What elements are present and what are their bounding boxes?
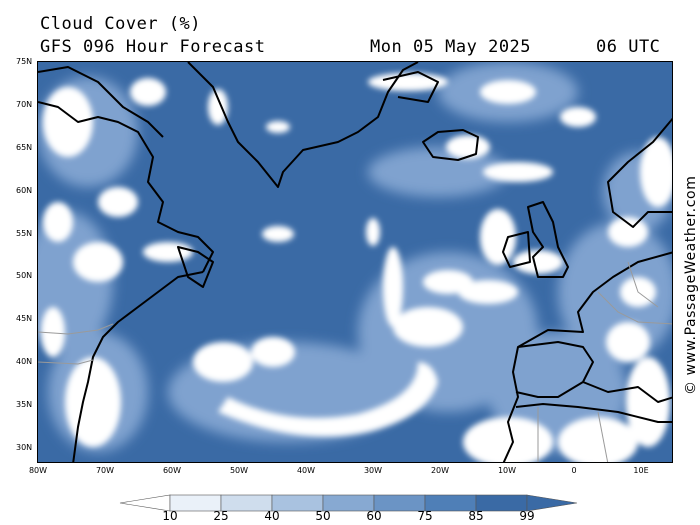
forecast-time: 06 UTC	[596, 37, 661, 57]
ireland-coast	[502, 231, 531, 268]
lon-label-20w: 20W	[430, 466, 450, 475]
coastlines	[38, 62, 672, 462]
greenland-north-coast	[382, 71, 439, 103]
lat-label-45n: 45N	[16, 314, 33, 323]
lat-label-30n: 30N	[16, 443, 33, 452]
labrador-coast	[38, 101, 214, 273]
clear-sky-areas	[41, 73, 672, 462]
lon-label-50w: 50W	[229, 466, 249, 475]
legend-tick-label: 10	[162, 509, 178, 523]
lat-label-40n: 40N	[16, 357, 33, 366]
map-canvas	[38, 62, 672, 462]
lon-label-40w: 40W	[296, 466, 316, 475]
lon-label-10e: 10E	[633, 466, 649, 475]
legend-tick-label: 40	[264, 509, 280, 523]
lat-label-70n: 70N	[16, 100, 33, 109]
country-borders	[38, 261, 672, 462]
lat-label-60n: 60N	[16, 186, 33, 195]
lat-label-75n: 75N	[16, 57, 33, 66]
forecast-subtitle: GFS 096 Hour Forecast	[40, 37, 266, 57]
lat-label-55n: 55N	[16, 229, 33, 238]
newfoundland-coast	[177, 246, 214, 288]
lat-label-35n: 35N	[16, 400, 33, 409]
lat-label-50n: 50N	[16, 271, 33, 280]
lon-label-80w: 80W	[28, 466, 48, 475]
cloud-cover-map	[37, 61, 673, 463]
cloud-cover-legend	[119, 494, 578, 512]
europe-west-coast	[502, 251, 672, 462]
legend-tick-label: 99	[519, 509, 535, 523]
lat-label-65n: 65N	[16, 143, 33, 152]
iceland-coast	[422, 129, 479, 161]
mediterranean-coast	[582, 381, 672, 403]
forecast-date: Mon 05 May 2025	[370, 37, 532, 57]
iberia-coast	[515, 341, 594, 398]
legend-tick-label: 75	[417, 509, 433, 523]
legend-tick-label: 85	[468, 509, 484, 523]
greenland-coast	[187, 62, 419, 188]
legend-tick-label: 60	[366, 509, 382, 523]
lon-label-10w: 10W	[497, 466, 517, 475]
africa-north-coast	[515, 403, 672, 423]
scandinavia-coast	[607, 117, 672, 228]
north-america-east-coast	[72, 271, 204, 462]
copyright-credit: © www.PassageWeather.com	[683, 175, 699, 395]
legend-tick-label: 25	[213, 509, 229, 523]
map-title: Cloud Cover (%)	[40, 14, 202, 34]
legend-tick-label: 50	[315, 509, 331, 523]
baffin-coast	[38, 66, 164, 138]
lon-label-70w: 70W	[95, 466, 115, 475]
lon-label-0: 0	[571, 466, 577, 475]
lon-label-30w: 30W	[363, 466, 383, 475]
lon-label-60w: 60W	[162, 466, 182, 475]
uk-coast	[527, 201, 569, 278]
legend-high-arrow	[526, 494, 578, 512]
